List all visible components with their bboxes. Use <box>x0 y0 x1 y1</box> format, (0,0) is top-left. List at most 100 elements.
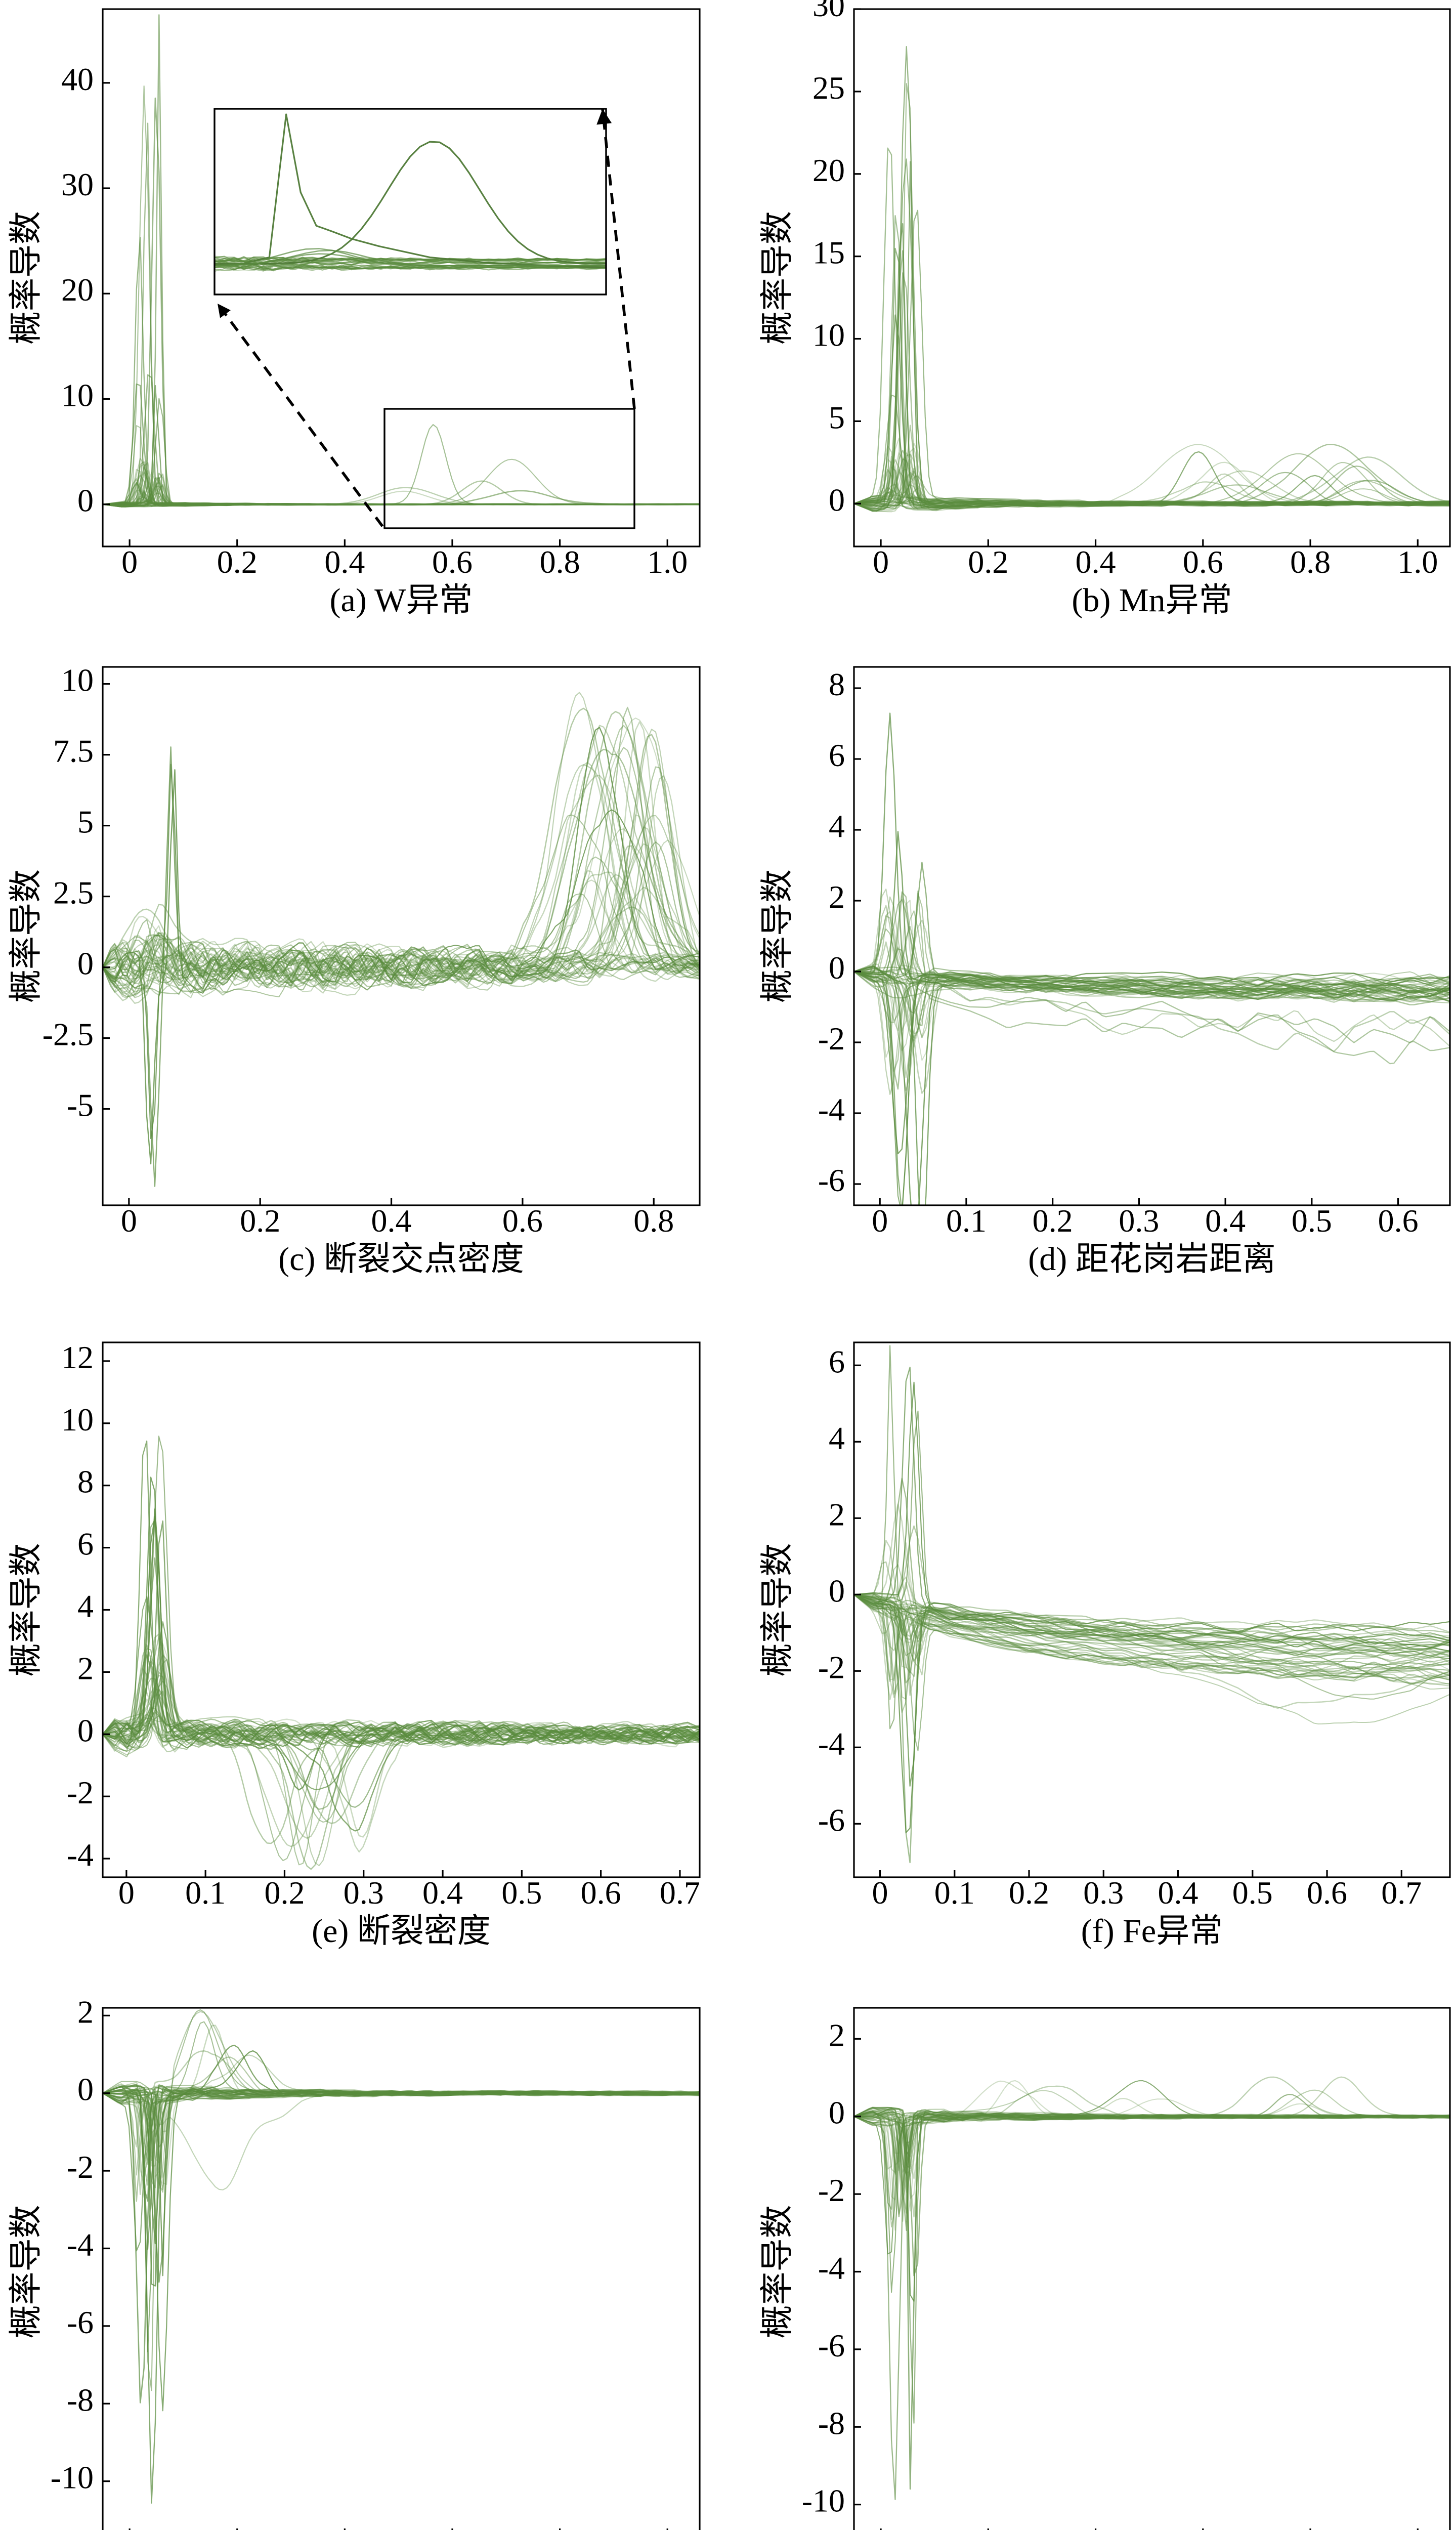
svg-text:0: 0 <box>118 1875 135 1911</box>
svg-text:0.5: 0.5 <box>501 1875 542 1911</box>
svg-text:(e) 断裂密度: (e) 断裂密度 <box>312 1913 491 1950</box>
svg-text:0: 0 <box>829 2095 845 2131</box>
svg-text:2: 2 <box>829 1496 845 1532</box>
svg-text:0.2: 0.2 <box>264 1875 305 1911</box>
svg-text:0.7: 0.7 <box>660 1875 700 1911</box>
svg-text:0.2: 0.2 <box>217 544 258 580</box>
svg-text:(a) W异常: (a) W异常 <box>330 582 473 619</box>
svg-text:0.6: 0.6 <box>502 1203 543 1239</box>
svg-text:8: 8 <box>77 1464 94 1500</box>
svg-text:0.5: 0.5 <box>1232 1875 1273 1911</box>
svg-text:2: 2 <box>829 879 845 915</box>
svg-text:0.6: 0.6 <box>1307 1875 1347 1911</box>
svg-text:1.0: 1.0 <box>647 544 688 580</box>
svg-text:-8: -8 <box>67 2382 94 2418</box>
svg-text:0.8: 0.8 <box>633 1203 674 1239</box>
svg-text:-2: -2 <box>818 1649 845 1685</box>
svg-text:0.5: 0.5 <box>1292 1203 1332 1239</box>
svg-text:-2.5: -2.5 <box>42 1017 94 1052</box>
svg-text:6: 6 <box>829 1343 845 1379</box>
svg-text:-2: -2 <box>818 2172 845 2208</box>
svg-text:0.3: 0.3 <box>344 1875 384 1911</box>
svg-text:0.2: 0.2 <box>240 1203 280 1239</box>
svg-text:0: 0 <box>121 1203 137 1239</box>
svg-text:0: 0 <box>77 2072 94 2107</box>
svg-text:2: 2 <box>77 1650 94 1686</box>
svg-text:概率导数: 概率导数 <box>759 211 796 345</box>
svg-text:0.4: 0.4 <box>1158 1875 1198 1911</box>
svg-text:25: 25 <box>812 70 845 106</box>
svg-text:概率导数: 概率导数 <box>759 2205 796 2339</box>
svg-text:0: 0 <box>121 544 138 580</box>
svg-text:0: 0 <box>829 1573 845 1609</box>
svg-text:0: 0 <box>872 1203 888 1239</box>
svg-text:30: 30 <box>812 0 845 23</box>
svg-text:6: 6 <box>77 1526 94 1562</box>
svg-text:1.0: 1.0 <box>1397 544 1438 580</box>
svg-text:0: 0 <box>829 950 845 986</box>
svg-text:概率导数: 概率导数 <box>8 2205 45 2339</box>
svg-text:(f) Fe异常: (f) Fe异常 <box>1081 1913 1223 1950</box>
svg-text:概率导数: 概率导数 <box>8 869 45 1003</box>
svg-text:0.4: 0.4 <box>422 1875 463 1911</box>
svg-text:0.4: 0.4 <box>1205 1203 1246 1239</box>
svg-text:概率导数: 概率导数 <box>759 1543 796 1677</box>
svg-text:4: 4 <box>829 1420 845 1456</box>
svg-text:-2: -2 <box>67 2149 94 2185</box>
svg-text:0.8: 0.8 <box>540 544 580 580</box>
svg-text:2.5: 2.5 <box>53 875 94 911</box>
svg-text:40: 40 <box>61 61 94 97</box>
svg-text:0.2: 0.2 <box>1033 1203 1073 1239</box>
svg-text:10: 10 <box>812 317 845 353</box>
svg-text:概率导数: 概率导数 <box>759 869 796 1003</box>
svg-text:5: 5 <box>829 399 845 435</box>
svg-text:-2: -2 <box>67 1775 94 1810</box>
svg-text:6: 6 <box>829 737 845 773</box>
svg-text:2: 2 <box>829 2017 845 2053</box>
svg-text:-5: -5 <box>67 1087 94 1123</box>
svg-text:0.3: 0.3 <box>1119 1203 1159 1239</box>
svg-text:(b) Mn异常: (b) Mn异常 <box>1072 582 1232 619</box>
svg-text:0: 0 <box>77 483 94 519</box>
svg-text:(c) 断裂交点密度: (c) 断裂交点密度 <box>278 1241 524 1278</box>
svg-text:-6: -6 <box>818 1802 845 1838</box>
svg-text:7.5: 7.5 <box>53 733 94 769</box>
svg-text:20: 20 <box>812 152 845 188</box>
svg-text:-2: -2 <box>818 1021 845 1057</box>
svg-text:0: 0 <box>77 1712 94 1748</box>
svg-text:0.4: 0.4 <box>1076 544 1116 580</box>
svg-text:0.1: 0.1 <box>946 1203 987 1239</box>
svg-text:0.6: 0.6 <box>1378 1203 1419 1239</box>
svg-text:12: 12 <box>61 1339 94 1375</box>
svg-text:-6: -6 <box>818 1162 845 1198</box>
svg-text:0: 0 <box>829 482 845 518</box>
svg-text:0.1: 0.1 <box>934 1875 975 1911</box>
svg-text:-8: -8 <box>818 2405 845 2441</box>
svg-text:-10: -10 <box>51 2460 94 2496</box>
svg-text:0: 0 <box>872 1875 888 1911</box>
svg-text:0.6: 0.6 <box>1183 544 1223 580</box>
svg-text:-4: -4 <box>818 1091 845 1127</box>
svg-text:2: 2 <box>77 1994 94 2030</box>
svg-text:5: 5 <box>77 804 94 840</box>
svg-text:0.8: 0.8 <box>1290 544 1331 580</box>
svg-text:4: 4 <box>829 808 845 844</box>
svg-text:30: 30 <box>61 166 94 202</box>
svg-text:0.6: 0.6 <box>581 1875 621 1911</box>
svg-text:-4: -4 <box>818 1725 845 1761</box>
svg-text:20: 20 <box>61 272 94 308</box>
svg-text:10: 10 <box>61 662 94 698</box>
svg-text:0.6: 0.6 <box>432 544 473 580</box>
svg-text:-4: -4 <box>67 1837 94 1873</box>
svg-text:(d) 距花岗岩距离: (d) 距花岗岩距离 <box>1028 1241 1275 1278</box>
svg-text:0.4: 0.4 <box>371 1203 412 1239</box>
svg-text:概率导数: 概率导数 <box>8 1543 45 1677</box>
svg-text:-4: -4 <box>818 2250 845 2286</box>
svg-text:0.4: 0.4 <box>324 544 365 580</box>
svg-text:10: 10 <box>61 377 94 413</box>
svg-text:0.7: 0.7 <box>1381 1875 1422 1911</box>
svg-text:-6: -6 <box>818 2328 845 2364</box>
svg-text:0.2: 0.2 <box>1009 1875 1049 1911</box>
svg-text:4: 4 <box>77 1588 94 1624</box>
svg-text:-6: -6 <box>67 2304 94 2340</box>
